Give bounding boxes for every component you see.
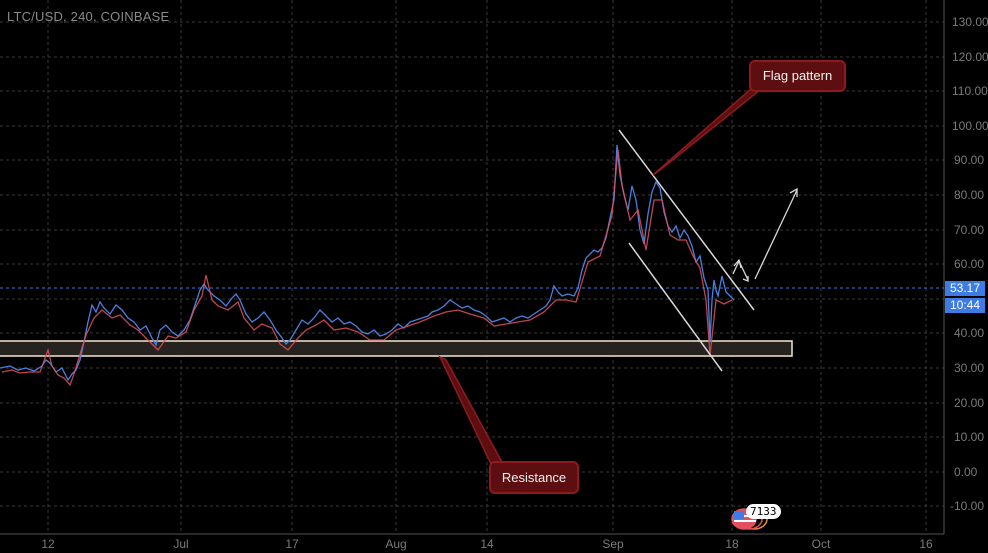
price-tick: 120.00 (952, 50, 988, 64)
horizontal-gridlines (0, 21, 944, 507)
flag-callout-pointer (652, 87, 762, 176)
price-tick: 110.00 (952, 84, 988, 98)
price-tick: -10.00 (950, 499, 985, 513)
projection-arrow[interactable] (732, 187, 798, 282)
price-tick: 90.00 (954, 153, 985, 167)
symbol-title: LTC/USD, 240, COINBASE (7, 9, 170, 24)
price-tick: 30.00 (954, 361, 985, 375)
events-count: 7133 (746, 504, 781, 519)
bar-countdown-badge: 10:44 (945, 298, 985, 313)
price-tick: 130.00 (952, 15, 988, 29)
time-tick: 14 (480, 537, 494, 551)
time-tick: 12 (41, 537, 55, 551)
time-tick: Sep (602, 537, 624, 551)
price-tick: 100.00 (952, 119, 988, 133)
resistance-callout[interactable]: Resistance (489, 461, 579, 494)
time-tick: Jul (173, 537, 189, 551)
price-tick: 0.00 (954, 465, 978, 479)
flag-pattern-callout[interactable]: Flag pattern (749, 60, 846, 92)
last-price-badge: 53.17 (945, 281, 985, 296)
time-tick: Oct (811, 537, 831, 551)
resistance-callout-pointer (438, 355, 504, 467)
price-tick: 70.00 (954, 223, 985, 237)
resistance-zone[interactable] (0, 340, 793, 357)
price-tick: 10.00 (954, 430, 985, 444)
price-tick: 40.00 (954, 326, 985, 340)
price-tick: 80.00 (954, 188, 985, 202)
flag-lower-trendline[interactable] (628, 242, 723, 372)
candlestick-series (0, 144, 735, 387)
price-tick: 20.00 (954, 396, 985, 410)
price-tick: 60.00 (954, 257, 985, 271)
time-tick: 17 (285, 537, 299, 551)
time-tick: Aug (385, 537, 407, 551)
flag-upper-trendline[interactable] (618, 129, 755, 311)
time-tick: 16 (919, 537, 933, 551)
time-tick: 18 (725, 537, 739, 551)
